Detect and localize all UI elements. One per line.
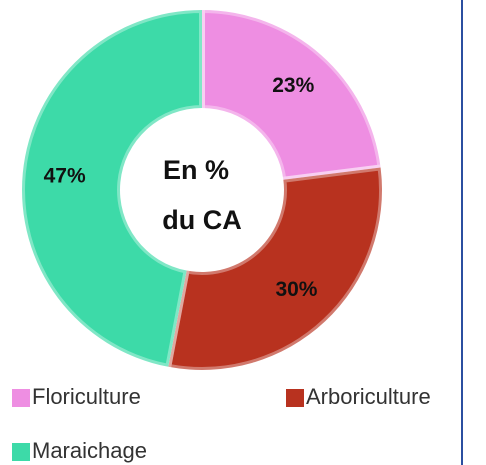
legend-swatch	[286, 389, 304, 407]
donut-segment	[19, 6, 205, 371]
legend-swatch	[12, 443, 30, 461]
value-label: 47%	[44, 165, 86, 188]
center-label: du CA	[162, 205, 241, 235]
legend-swatch	[12, 389, 30, 407]
legend-label: Arboriculture	[306, 384, 431, 409]
value-label: 30%	[275, 278, 317, 301]
center-label: En %	[163, 155, 229, 185]
legend-label: Maraichage	[32, 438, 147, 463]
value-label: 23%	[272, 74, 314, 97]
legend-label: Floriculture	[32, 384, 141, 409]
donut-segment	[199, 6, 384, 184]
donut-segment	[164, 164, 385, 373]
